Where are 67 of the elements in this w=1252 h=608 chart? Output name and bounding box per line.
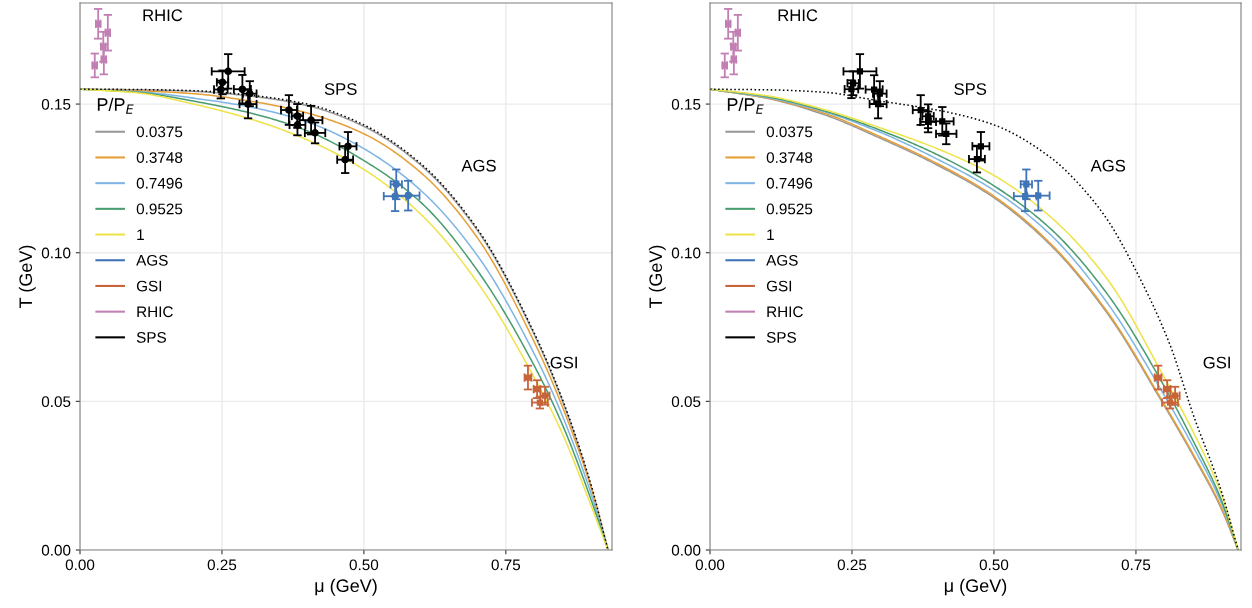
y-tick-label: 0.05 <box>41 396 71 408</box>
annotation: RHIC <box>143 9 183 22</box>
legend-label: SPS <box>766 332 796 343</box>
point <box>871 86 878 93</box>
point <box>848 86 855 93</box>
y-tick-label: 0.15 <box>41 98 71 110</box>
legend-label: RHIC <box>767 306 803 318</box>
point <box>1166 399 1174 406</box>
point <box>344 142 352 151</box>
point <box>404 191 412 200</box>
point <box>536 399 544 406</box>
legend-label: 0.0375 <box>766 126 813 138</box>
x-tick-label: 0.00 <box>65 559 95 571</box>
legend-label: GSI <box>136 280 162 292</box>
legend-label: AGS <box>766 254 798 266</box>
y-axis-title: T (GeV) <box>648 245 666 309</box>
point <box>856 68 864 75</box>
y-tick-label: 0.10 <box>41 247 71 259</box>
legend-label: SPS <box>136 332 166 343</box>
point <box>917 106 924 114</box>
x-tick-label: 0.75 <box>1121 559 1151 571</box>
point <box>285 106 293 114</box>
x-axis-title: μ (GeV) <box>315 578 377 596</box>
annotation: AGS <box>1090 159 1126 172</box>
y-axis-title: T (GeV) <box>18 245 36 309</box>
point <box>977 143 985 150</box>
y-tick-label: 0.15 <box>671 98 701 110</box>
point <box>973 155 981 163</box>
annotation: SPS <box>324 83 357 95</box>
legend-label: 0.0375 <box>136 126 183 138</box>
y-tick-label: 0.00 <box>671 544 701 556</box>
point <box>939 118 946 125</box>
point <box>238 85 247 94</box>
legend-label: GSI <box>766 280 792 292</box>
annotation: AGS <box>461 159 496 172</box>
annotation: SPS <box>954 83 987 95</box>
y-tick-label: 0.00 <box>41 544 71 556</box>
x-axis-title: μ (GeV) <box>944 578 1007 596</box>
legend-label: 1 <box>767 229 774 240</box>
legend-label: 0.7496 <box>136 177 183 189</box>
annotation: GSI <box>1203 356 1230 369</box>
point <box>943 130 950 137</box>
legend-label: RHIC <box>137 306 173 318</box>
x-tick-label: 0.50 <box>349 559 379 571</box>
x-tick-label: 0.50 <box>979 559 1009 571</box>
x-tick-label: 0.25 <box>837 559 867 571</box>
point <box>341 155 349 164</box>
point <box>311 129 319 137</box>
point <box>1035 192 1042 199</box>
annotation: GSI <box>550 356 577 369</box>
legend-label: 0.3748 <box>136 152 183 163</box>
x-tick-label: 0.75 <box>491 559 521 571</box>
y-tick-label: 0.10 <box>671 247 701 259</box>
legend-label: AGS <box>136 254 168 266</box>
legend-label: 0.9525 <box>136 203 183 215</box>
y-tick-label: 0.05 <box>671 396 701 408</box>
point <box>307 116 315 124</box>
legend-label: 0.3748 <box>766 152 813 163</box>
x-tick-label: 0.25 <box>207 559 237 571</box>
x-tick-label: 0.00 <box>695 559 725 571</box>
annotation: RHIC <box>778 9 818 22</box>
point <box>224 67 233 76</box>
legend-label: 1 <box>137 229 144 240</box>
legend-label: 0.7496 <box>766 177 813 189</box>
legend-label: 0.9525 <box>766 203 813 215</box>
legend-title: P/P$_{E}$ <box>97 97 134 114</box>
legend-title: P/P$_{E}$ <box>727 97 764 114</box>
